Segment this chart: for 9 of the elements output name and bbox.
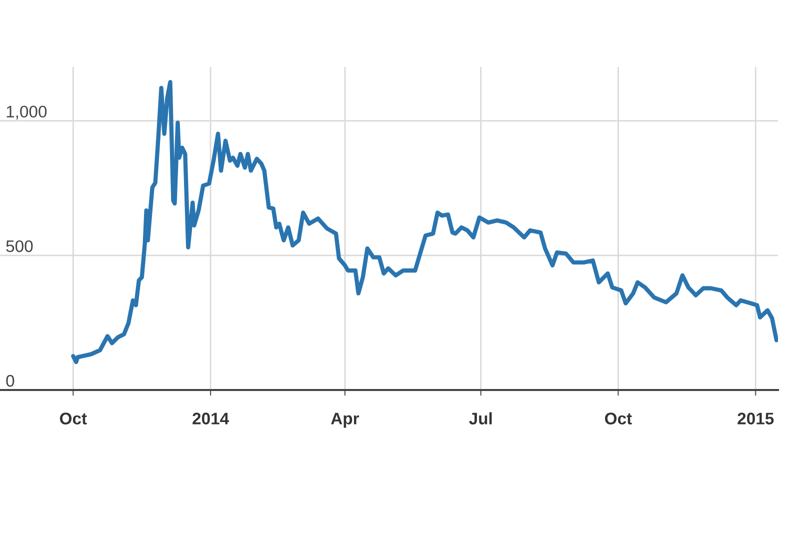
x-tick-label: Oct: [605, 412, 632, 424]
x-tick-label: Oct: [60, 412, 87, 424]
y-tick-label: 1,000: [6, 106, 47, 120]
x-tick-label: 2015: [738, 412, 774, 424]
y-tick-label: 0: [6, 374, 14, 387]
x-tick-label: Jul: [469, 412, 492, 424]
x-tick-label: 2014: [192, 412, 230, 424]
x-tick-label: Apr: [331, 412, 360, 428]
y-tick-label: 500: [6, 240, 33, 252]
